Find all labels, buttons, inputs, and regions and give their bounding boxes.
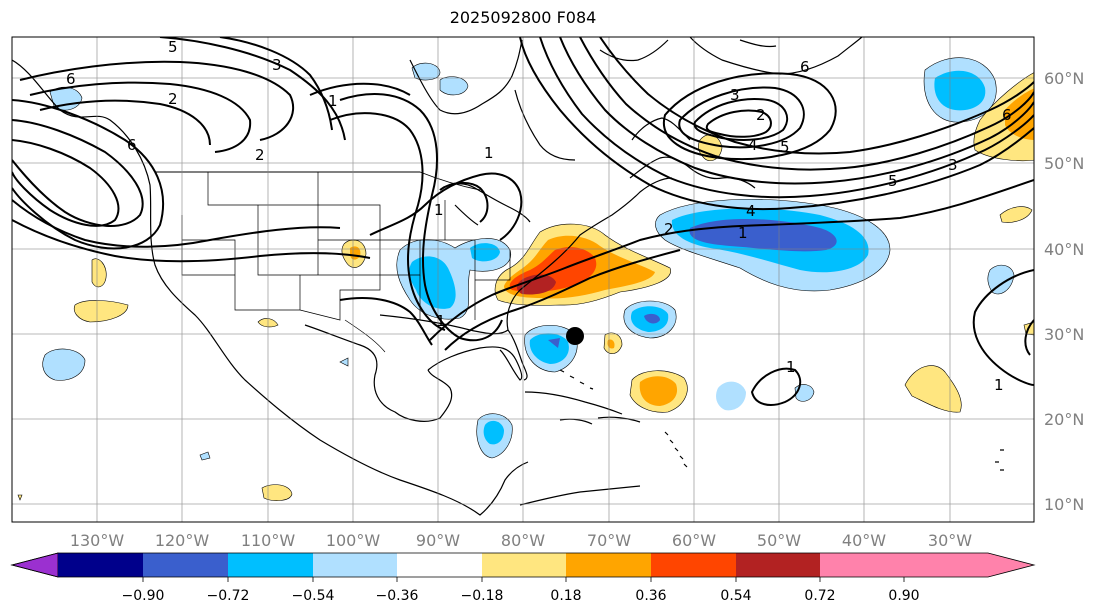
contour-label: 2	[756, 106, 766, 124]
lon-tick-label: 40°W	[842, 531, 886, 550]
contour-label: 6	[127, 136, 137, 154]
colorbar-segment	[820, 553, 904, 577]
lon-tick-label: 110°W	[241, 531, 296, 550]
contour-label: 4	[748, 136, 758, 154]
contour-label: 4	[746, 202, 756, 220]
map-border	[11, 36, 1035, 523]
colorbar-segment	[651, 553, 736, 577]
colorbar-segment	[58, 553, 143, 577]
colorbar-segment	[736, 553, 820, 577]
map-title: 2025092800 F084	[449, 8, 597, 27]
contour-label: 2	[255, 146, 265, 164]
colorbar-segment	[566, 553, 651, 577]
contour-label: 1	[994, 376, 1004, 394]
colorbar-tick-label: −0.72	[207, 588, 250, 604]
lat-tick-label: 20°N	[1044, 410, 1084, 429]
colorbar-tick-label: 0.90	[888, 588, 919, 604]
contour-label: 5	[780, 138, 790, 156]
colorbar-outline	[10, 552, 1036, 578]
contour-labels: 5 6 3 2 2 6 1 1 1 1 1 6 5 3 2 4 5 3 6 4 …	[66, 38, 1012, 394]
lat-tick-label: 40°N	[1044, 240, 1084, 259]
colorbar-tick-label: 0.72	[804, 588, 835, 604]
contour-label: 1	[786, 358, 796, 376]
lon-tick-label: 30°W	[928, 531, 972, 550]
colorbar-tick-label: 0.54	[720, 588, 751, 604]
lat-axis-labels: 60°N 50°N 40°N 30°N 20°N 10°N	[1044, 69, 1084, 514]
lon-tick-label: 90°W	[416, 531, 460, 550]
colorbar-ticks	[142, 577, 905, 582]
contour-label: 5	[888, 172, 898, 190]
lon-tick-label: 120°W	[155, 531, 210, 550]
contour-label: 1	[328, 92, 338, 110]
lon-tick-label: 60°W	[672, 531, 716, 550]
contour-label: 5	[168, 38, 178, 56]
colorbar-tick-label: −0.54	[292, 588, 335, 604]
lat-tick-label: 60°N	[1044, 69, 1084, 88]
colorbar-tick-label: 0.18	[550, 588, 581, 604]
contour-label: 6	[800, 58, 810, 76]
colorbar-tick-label: −0.90	[122, 588, 165, 604]
colorbar-segment	[482, 553, 566, 577]
graticule	[12, 37, 1034, 522]
colorbar-tick-label: −0.18	[461, 588, 504, 604]
lon-tick-label: 130°W	[70, 531, 125, 550]
contour-label: 1	[436, 312, 446, 330]
colorbar: −0.90 −0.72 −0.54 −0.36 −0.18 0.18 0.36 …	[10, 552, 1036, 604]
colorbar-tick-label: 0.36	[635, 588, 666, 604]
colorbar-tick-label: −0.36	[376, 588, 419, 604]
colorbar-segment	[228, 553, 313, 577]
contour-label: 1	[738, 224, 748, 242]
contour-label: 6	[1002, 106, 1012, 124]
colorbar-segment	[313, 553, 397, 577]
lat-tick-label: 10°N	[1044, 495, 1084, 514]
contour-label: 1	[484, 144, 494, 162]
lon-tick-label: 100°W	[326, 531, 381, 550]
contour-label: 3	[272, 56, 282, 74]
lat-tick-label: 50°N	[1044, 154, 1084, 173]
contour-label: 2	[664, 220, 674, 238]
contour-label: 3	[730, 86, 740, 104]
lon-tick-label: 80°W	[501, 531, 545, 550]
contour-lines	[12, 37, 1034, 406]
contour-label: 1	[434, 201, 444, 219]
storm-center-marker	[566, 327, 584, 345]
lat-tick-label: 30°N	[1044, 325, 1084, 344]
lon-tick-label: 70°W	[587, 531, 631, 550]
colorbar-segment	[397, 553, 482, 577]
lon-tick-label: 50°W	[757, 531, 801, 550]
contour-label: 6	[66, 70, 76, 88]
colorbar-extend-min	[10, 552, 59, 578]
anomaly-shading	[17, 57, 1034, 501]
contour-label: 2	[168, 90, 178, 108]
lon-axis-labels: 130°W 120°W 110°W 100°W 90°W 80°W 70°W 6…	[70, 531, 972, 550]
contour-label: 3	[948, 156, 958, 174]
colorbar-segment	[143, 553, 228, 577]
